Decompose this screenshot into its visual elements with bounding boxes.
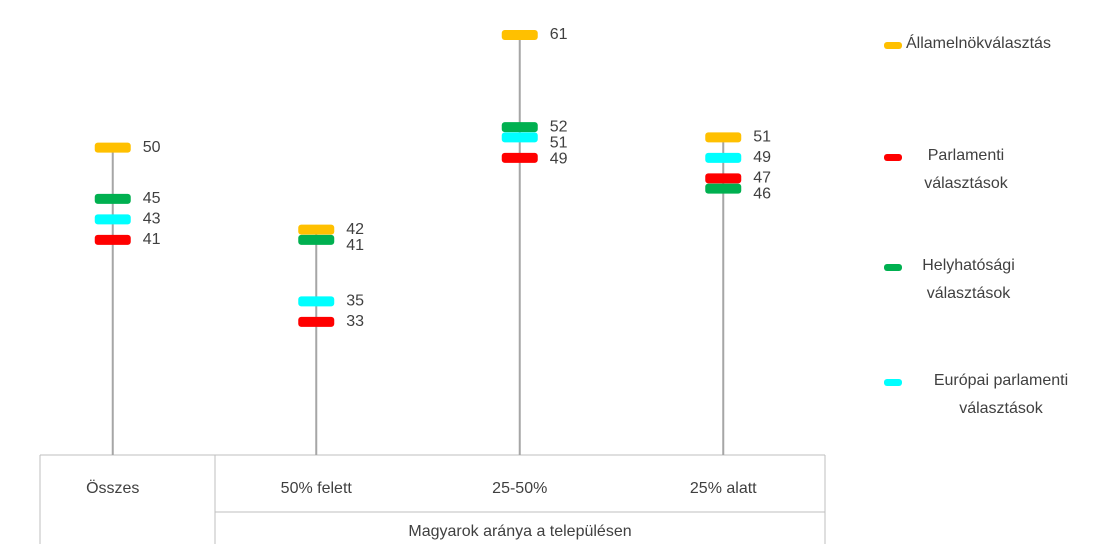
value-label: 35	[346, 293, 364, 310]
value-label: 51	[550, 134, 568, 151]
legend-label: Államelnökválasztás	[906, 35, 1051, 52]
marker	[501, 152, 538, 163]
value-label: 33	[346, 313, 364, 330]
value-label: 47	[753, 170, 771, 187]
marker	[94, 193, 131, 204]
legend-label: Európai parlamenti választások	[933, 372, 1069, 417]
marker	[94, 234, 131, 245]
x-tick-label: 50% felett	[281, 480, 353, 497]
legend-swatch	[884, 379, 902, 386]
marker	[298, 234, 335, 245]
marker	[705, 173, 742, 184]
value-label: 41	[143, 231, 161, 248]
marker	[705, 183, 742, 194]
legend-item: Parlamenti választások	[884, 147, 1026, 198]
value-label: 41	[346, 237, 364, 254]
value-label: 61	[550, 26, 568, 43]
legend-item: Helyhatósági választások	[884, 257, 1031, 308]
x-tick-label: Összes	[86, 479, 139, 497]
marker	[94, 214, 131, 225]
value-label: 51	[753, 129, 771, 146]
group-label: Magyarok aránya a településen	[408, 523, 631, 540]
marker	[705, 152, 742, 163]
value-label: 49	[550, 150, 568, 167]
marker	[705, 132, 742, 143]
legend-swatch	[884, 264, 902, 271]
x-tick-label: 25-50%	[492, 480, 547, 497]
marker	[501, 122, 538, 133]
x-tick-label: 25% alatt	[690, 480, 757, 497]
legend-swatch	[884, 42, 902, 49]
marker	[501, 132, 538, 143]
legend-swatch	[884, 154, 902, 161]
marker	[298, 296, 335, 307]
value-label: 49	[753, 149, 771, 166]
value-label: 50	[143, 139, 161, 156]
legend-label: Helyhatósági választások	[922, 257, 1015, 302]
value-label: 42	[346, 221, 364, 238]
value-label: 46	[753, 186, 771, 203]
value-label: 43	[143, 211, 161, 228]
marker	[298, 316, 335, 327]
legend-item: Államelnökválasztás	[884, 35, 1051, 58]
marker	[94, 142, 131, 153]
value-label: 52	[550, 118, 568, 135]
legend-label: Parlamenti választások	[924, 147, 1008, 192]
value-label: 45	[143, 190, 161, 207]
marker	[298, 224, 335, 235]
marker	[501, 29, 538, 40]
legend-item: Európai parlamenti választások	[884, 372, 1096, 423]
